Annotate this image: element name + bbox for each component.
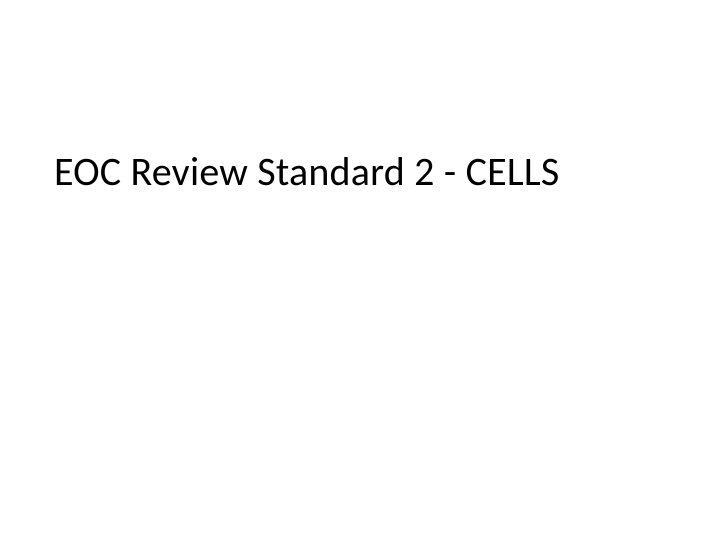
slide-title: EOC Review Standard 2 - CELLS [54, 147, 559, 196]
